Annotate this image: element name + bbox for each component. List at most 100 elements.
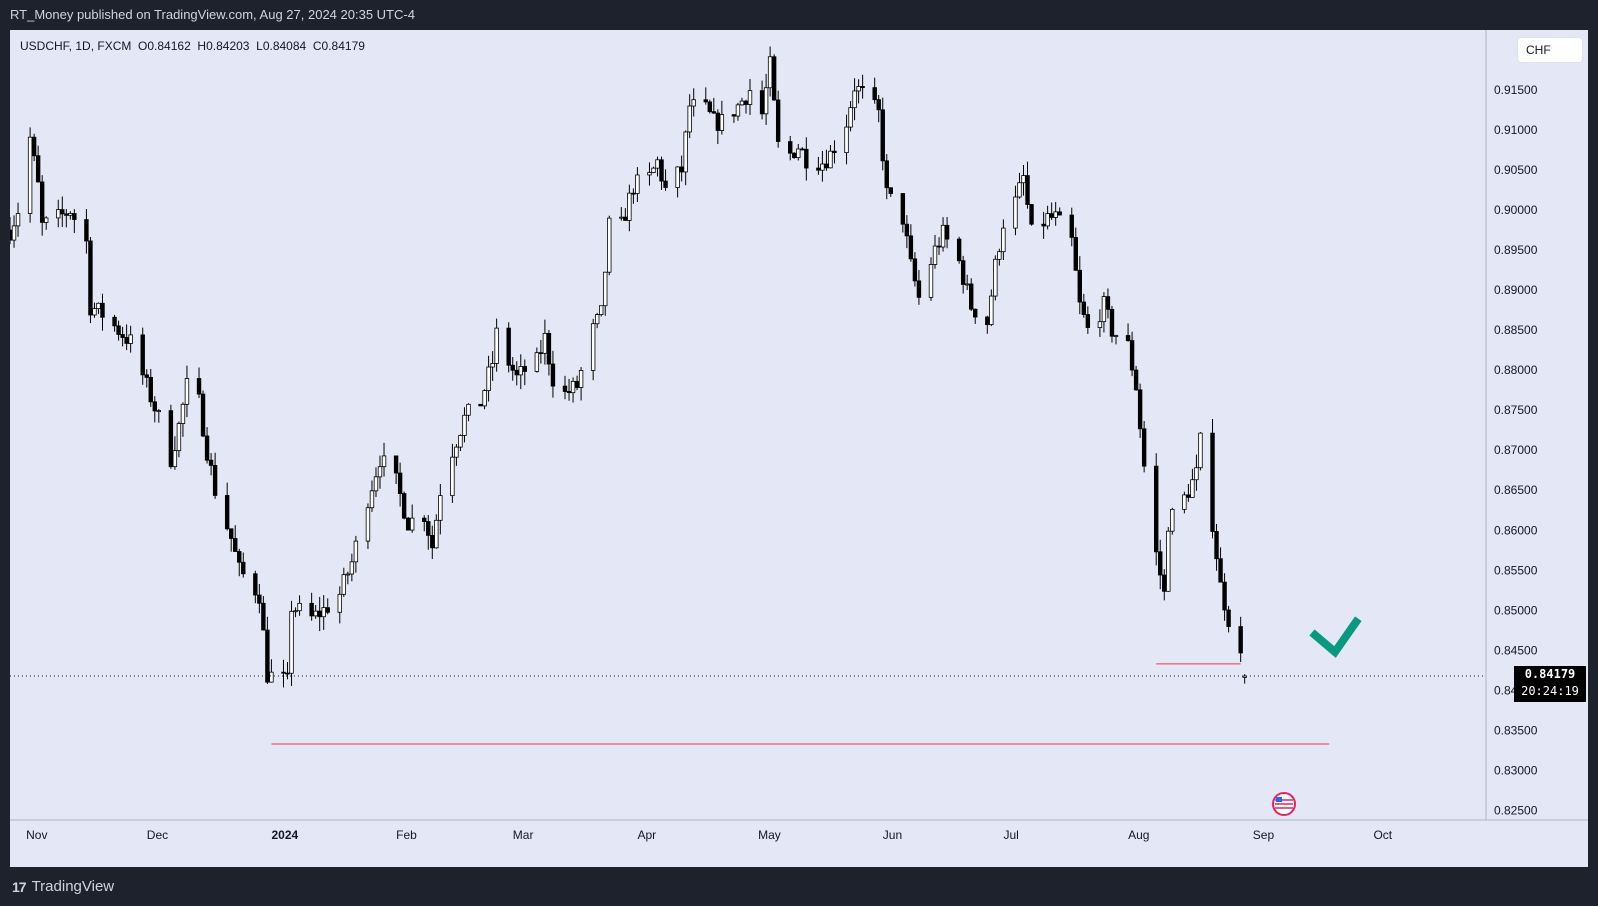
chart-area[interactable]	[10, 30, 1588, 867]
y-tick-label: 0.83000	[1494, 763, 1538, 777]
candle	[997, 248, 1002, 266]
candle	[711, 97, 717, 114]
candle	[120, 326, 125, 347]
candle	[623, 208, 628, 221]
x-tick-label: Oct	[1373, 828, 1392, 842]
candle	[1073, 227, 1078, 271]
candle	[482, 389, 487, 410]
candle	[832, 140, 837, 164]
time-axis[interactable]: Nov Dec 2024 Feb Mar Apr May Jun Jul Aug Sep Oct	[26, 828, 1393, 842]
candle	[200, 390, 206, 438]
candle	[1057, 207, 1062, 216]
candle	[940, 217, 946, 252]
candle	[369, 480, 375, 512]
candle	[490, 351, 495, 381]
y-tick-label: 0.87000	[1494, 443, 1538, 457]
y-tick-label: 0.86000	[1494, 523, 1538, 537]
candle	[747, 79, 753, 115]
candle	[703, 87, 708, 105]
candle	[522, 359, 527, 386]
candle	[152, 396, 157, 423]
candle	[912, 252, 918, 287]
candle	[1085, 306, 1091, 334]
price-axis[interactable]: 0.91500 0.91000 0.90500 0.90000 0.89500 0.890…	[1494, 83, 1538, 817]
symbol-legend[interactable]: USDCHF, 1D, FXCM O0.84162 H0.84203 L0.84…	[20, 39, 365, 53]
candle	[1218, 547, 1223, 583]
candle	[804, 137, 809, 181]
candle	[148, 368, 153, 407]
candle	[707, 99, 712, 114]
y-tick-label: 0.89500	[1494, 243, 1538, 257]
candle	[434, 514, 439, 549]
candle	[792, 152, 797, 159]
legend-close: C0.84179	[312, 39, 365, 53]
candle	[224, 482, 230, 531]
candle	[1137, 383, 1143, 438]
candle	[514, 361, 519, 386]
candle	[788, 135, 793, 161]
last-price-value: 0.84179	[1524, 667, 1576, 681]
candle	[679, 155, 684, 182]
y-tick-label: 0.90000	[1494, 203, 1538, 217]
candle	[466, 403, 471, 422]
candle	[1125, 323, 1131, 342]
candle	[578, 367, 584, 401]
candle	[15, 202, 21, 237]
candle	[1069, 207, 1074, 247]
candle	[478, 403, 483, 407]
candle	[510, 357, 515, 381]
y-tick-label: 0.91000	[1494, 123, 1538, 137]
candle	[212, 452, 218, 499]
candle	[1214, 523, 1219, 571]
candle	[1097, 309, 1103, 337]
candle	[956, 236, 962, 264]
legend-open: O0.84162	[138, 39, 191, 53]
candle	[10, 216, 13, 245]
candle	[297, 595, 302, 616]
price-chart[interactable]: 0.91500 0.91000 0.90500 0.90000 0.89500 0.890…	[10, 30, 1588, 867]
candle	[397, 462, 403, 507]
candle	[317, 596, 322, 632]
candle	[607, 215, 612, 276]
candle	[964, 274, 970, 291]
y-tick-label: 0.91500	[1494, 83, 1538, 97]
x-tick-label: Jul	[1003, 828, 1018, 842]
candle	[631, 188, 636, 204]
candle	[1077, 256, 1082, 315]
candle	[848, 101, 853, 132]
candle	[365, 503, 371, 549]
candle	[409, 504, 415, 533]
x-tick-label: Dec	[147, 828, 168, 842]
candle	[759, 80, 765, 120]
candle	[739, 97, 745, 106]
us-flag-event-icon[interactable]	[1272, 792, 1296, 816]
candle	[655, 156, 660, 177]
candle	[828, 145, 833, 169]
candle	[373, 467, 379, 498]
candle	[88, 237, 93, 324]
candle	[1129, 331, 1135, 377]
candle	[1133, 365, 1139, 391]
candle	[884, 154, 889, 200]
candle	[743, 99, 749, 114]
candle	[140, 327, 145, 385]
tradingview-brand[interactable]: 17 TradingView	[12, 878, 114, 895]
candle	[538, 339, 544, 364]
candle	[313, 605, 318, 619]
candle	[872, 77, 877, 104]
candle	[31, 133, 37, 162]
candle	[35, 145, 41, 183]
candle	[337, 586, 342, 624]
candle	[675, 166, 680, 198]
tv-logo-icon: 17	[12, 878, 27, 895]
candle	[1186, 483, 1191, 502]
currency-label[interactable]: CHF	[1518, 38, 1582, 62]
y-tick-label: 0.85500	[1494, 563, 1538, 577]
candle	[462, 407, 467, 443]
candle	[960, 255, 966, 294]
candle	[844, 114, 849, 165]
x-tick-label: Nov	[26, 828, 47, 842]
candle	[233, 525, 238, 552]
candle	[128, 325, 133, 353]
candle	[989, 289, 994, 327]
